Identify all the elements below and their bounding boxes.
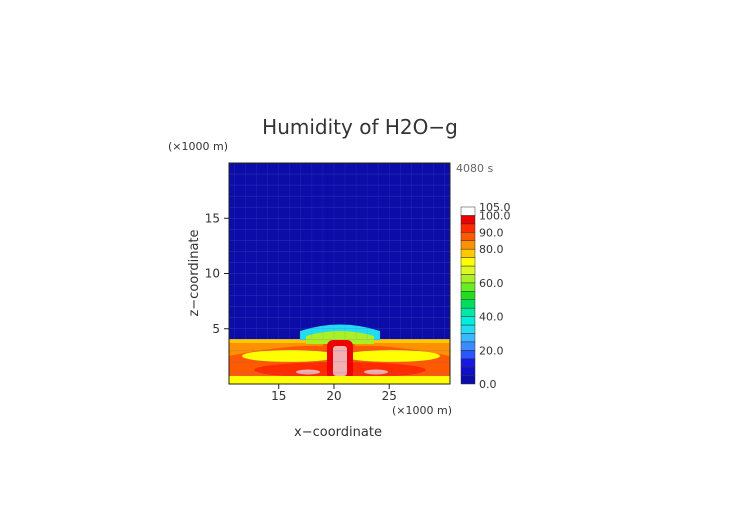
time-label: 4080 s	[456, 162, 493, 175]
colorbar-segment	[460, 257, 476, 267]
x-tick-label: 15	[271, 389, 286, 403]
colorbar-segment	[460, 223, 476, 233]
colorbar-label: 80.0	[479, 243, 504, 256]
colorbar-label: 20.0	[479, 344, 504, 357]
colorbar-segment	[460, 350, 476, 359]
colorbar-segment	[460, 375, 476, 385]
y-tick-label: 15	[205, 211, 220, 225]
colorbar-segment	[460, 299, 476, 309]
colorbar-segment	[460, 358, 476, 368]
field-band-left	[242, 350, 338, 362]
field-peak-right	[364, 369, 388, 375]
y-axis-title: z−coordinate	[187, 229, 202, 316]
field-peak-left	[296, 369, 320, 375]
x-tick-label: 20	[326, 389, 341, 403]
colorbar-segment	[460, 265, 476, 275]
colorbar-segment	[460, 240, 476, 250]
colorbar-segment	[460, 274, 476, 284]
colorbar-segment	[460, 232, 476, 241]
y-tick-label: 10	[205, 267, 220, 281]
colorbar-label: 0.0	[479, 378, 497, 391]
colorbar-label: 105.0	[479, 201, 511, 214]
field-core-peak	[333, 346, 347, 376]
colorbar-label: 40.0	[479, 311, 504, 324]
chart-title: Humidity of H2O−g	[262, 115, 458, 139]
y-tick-label: 5	[212, 322, 220, 336]
field-band-right	[344, 350, 440, 362]
colorbar-segment	[460, 206, 476, 216]
background-field	[229, 163, 450, 339]
colorbar-segment	[460, 341, 476, 351]
colorbar-segment	[460, 366, 476, 376]
x-axis: 15 20 25	[271, 384, 397, 403]
plot-area	[228, 162, 451, 385]
grid	[229, 162, 450, 385]
colorbar-segment	[460, 324, 476, 334]
colorbar-segment	[460, 316, 476, 326]
colorbar-segment	[460, 291, 476, 300]
colorbar-label: 100.0	[479, 209, 511, 222]
y-unit-label: (×1000 m)	[168, 140, 228, 153]
colorbar-segment	[460, 307, 476, 317]
x-tick-label: 25	[382, 389, 397, 403]
x-unit-label: (×1000 m)	[392, 404, 452, 417]
y-axis: 5 10 15	[205, 211, 229, 336]
colorbar-segment	[460, 282, 476, 292]
x-axis-title: x−coordinate	[294, 425, 382, 440]
humidity-field	[229, 324, 450, 384]
colorbar-label: 60.0	[479, 277, 504, 290]
colorbar-segment	[460, 215, 476, 225]
colorbar-label: 90.0	[479, 226, 504, 239]
colorbar-segment	[460, 248, 476, 258]
colorbar-segment	[460, 333, 476, 343]
field-layer-cap-inner	[306, 331, 374, 344]
field-bottom-band	[229, 376, 450, 384]
